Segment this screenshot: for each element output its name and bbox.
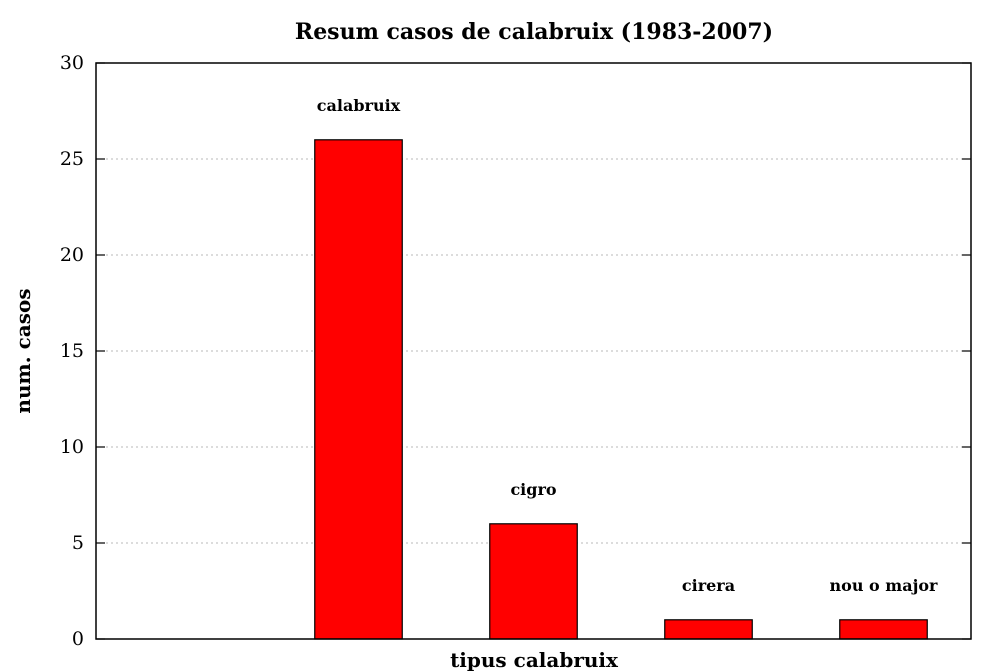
chart-title: Resum casos de calabruix (1983-2007)	[295, 19, 773, 45]
y-axis-label: num. casos	[11, 288, 35, 413]
bar-label: cirera	[682, 576, 735, 595]
bar-cirera	[664, 619, 753, 640]
y-tick-label: 15	[60, 340, 84, 362]
bar-label: cigro	[510, 480, 556, 499]
bar-calabruix	[314, 139, 403, 640]
bars	[314, 139, 928, 640]
grid-lines	[96, 158, 971, 544]
y-tick-label: 20	[60, 244, 84, 266]
bar-label: calabruix	[317, 96, 401, 115]
bar-label: nou o major	[830, 576, 939, 595]
y-tick-label: 25	[60, 148, 84, 170]
y-tick-label: 5	[72, 532, 84, 554]
bar-labels: calabruix cigro cirera nou o major	[317, 96, 938, 595]
y-axis-ticks: 0 5 10 15 20 25 30	[60, 52, 971, 650]
y-tick-label: 30	[60, 52, 84, 74]
x-axis-label: tipus calabruix	[450, 648, 619, 671]
y-tick-label: 0	[72, 628, 84, 650]
bar-nou-o-major	[839, 619, 928, 640]
y-tick-label: 10	[60, 436, 84, 458]
bar-cigro	[489, 523, 578, 640]
